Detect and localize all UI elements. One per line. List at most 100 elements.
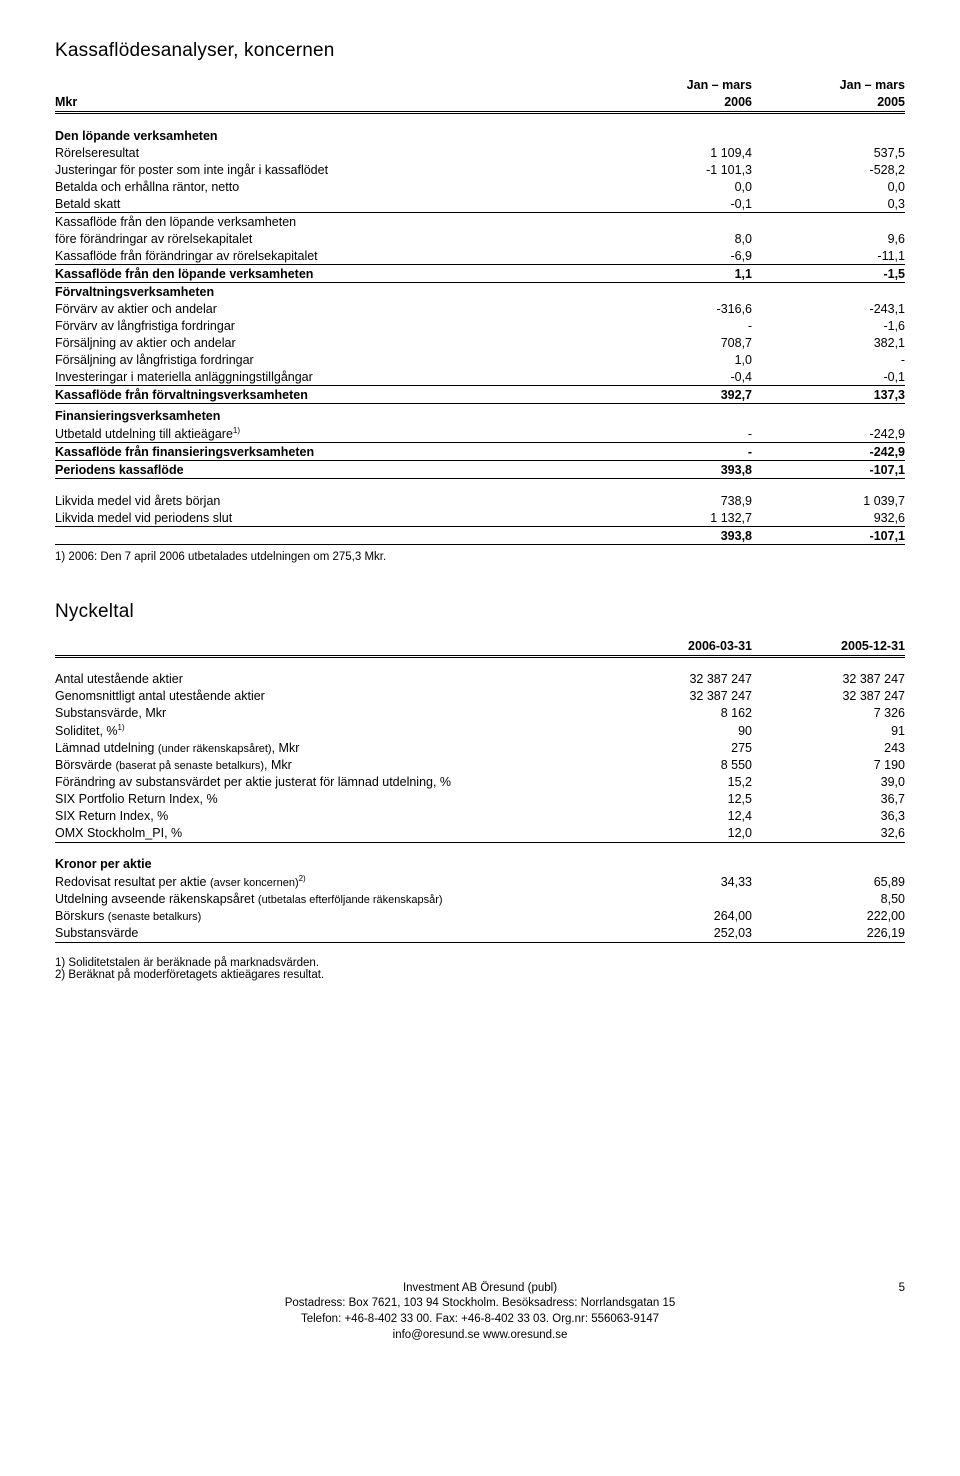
table-row: Substansvärde, Mkr8 1627 326 <box>55 705 905 722</box>
row-val: 537,5 <box>752 144 905 161</box>
table-row: Kassaflöde från den löpande verksamheten <box>55 213 905 231</box>
table-row: Genomsnittligt antal utestående aktier32… <box>55 688 905 705</box>
kr-sub-head: Kronor per aktie <box>55 856 599 873</box>
row-val: 90 <box>599 722 752 740</box>
row-label: Kassaflöde från finansieringsverksamhete… <box>55 443 599 461</box>
table-row: Likvida medel vid årets början738,91 039… <box>55 492 905 509</box>
row-val: 392,7 <box>599 386 752 404</box>
row-val: 243 <box>752 740 905 757</box>
row-val: 12,0 <box>599 825 752 843</box>
table-row: Kassaflöde från finansieringsverksamhete… <box>55 443 905 461</box>
row-val: 32 387 247 <box>752 688 905 705</box>
row-val: -6,9 <box>599 247 752 265</box>
row-val: 382,1 <box>752 334 905 351</box>
table-row: Börsvärde (baserat på senaste betalkurs)… <box>55 757 905 774</box>
col1-year: 2006 <box>599 94 752 113</box>
row-val: -0,1 <box>599 195 752 213</box>
row-val: 1,1 <box>599 265 752 283</box>
row-label: Likvida medel vid årets början <box>55 492 599 509</box>
row-val: 8,0 <box>599 230 752 247</box>
footer-line: Telefon: +46-8-402 33 00. Fax: +46-8-402… <box>55 1312 905 1328</box>
row-label: Försäljning av långfristiga fordringar <box>55 351 599 368</box>
keyratios-title: Nyckeltal <box>55 601 905 623</box>
row-label: Kassaflöde från den löpande verksamheten <box>55 265 599 283</box>
row-val: 708,7 <box>599 334 752 351</box>
row-label: Betalda och erhållna räntor, netto <box>55 178 599 195</box>
kr-col2: 2005-12-31 <box>752 637 905 656</box>
row-val: - <box>599 443 752 461</box>
row-label: Periodens kassaflöde <box>55 461 599 479</box>
row-label: Genomsnittligt antal utestående aktier <box>55 688 599 705</box>
row-label: Förändring av substansvärdet per aktie j… <box>55 774 599 791</box>
table-row: Kassaflöde från förvaltningsverksamheten… <box>55 386 905 404</box>
row-val: -11,1 <box>752 247 905 265</box>
table-row: Försäljning av långfristiga fordringar1,… <box>55 351 905 368</box>
col-mkr-label: Mkr <box>55 94 599 113</box>
table-row: före förändringar av rörelsekapitalet8,0… <box>55 230 905 247</box>
row-val: 393,8 <box>599 461 752 479</box>
row-val: 32 387 247 <box>599 688 752 705</box>
row-label: Redovisat resultat per aktie (avser konc… <box>55 873 599 891</box>
table-row: Förvärv av aktier och andelar-316,6-243,… <box>55 300 905 317</box>
row-val: 932,6 <box>752 509 905 527</box>
col2-year: 2005 <box>752 94 905 113</box>
col1-top: Jan – mars <box>599 76 752 94</box>
row-val: -1,6 <box>752 317 905 334</box>
keyratios-note2: 2) Beräknat på moderföretagets aktieägar… <box>55 969 905 981</box>
cashflow-title: Kassaflödesanalyser, koncernen <box>55 40 905 62</box>
table-row: Utdelning avseende räkenskapsåret (utbet… <box>55 891 905 908</box>
footer-line: info@oresund.se www.oresund.se <box>55 1328 905 1344</box>
row-label: Rörelseresultat <box>55 144 599 161</box>
row-val: 1,0 <box>599 351 752 368</box>
row-val: - <box>599 317 752 334</box>
row-label: Förvärv av långfristiga fordringar <box>55 317 599 334</box>
row-label: Likvida medel vid periodens slut <box>55 509 599 527</box>
row-val: -1 101,3 <box>599 161 752 178</box>
keyratios-table: 2006-03-31 2005-12-31 Antal utestående a… <box>55 637 905 943</box>
row-label: Kassaflöde från förändringar av rörelsek… <box>55 247 599 265</box>
row-val: -0,4 <box>599 368 752 386</box>
table-row: Förvärv av långfristiga fordringar--1,6 <box>55 317 905 334</box>
row-val: -107,1 <box>752 461 905 479</box>
row-val: -528,2 <box>752 161 905 178</box>
row-val <box>599 891 752 908</box>
row-val: -107,1 <box>752 527 905 545</box>
table-row: Försäljning av aktier och andelar708,738… <box>55 334 905 351</box>
row-label: Försäljning av aktier och andelar <box>55 334 599 351</box>
row-val: 8 550 <box>599 757 752 774</box>
table-row: OMX Stockholm_PI, %12,032,6 <box>55 825 905 843</box>
row-label: Lämnad utdelning (under räkenskapsåret),… <box>55 740 599 757</box>
row-val: 1 132,7 <box>599 509 752 527</box>
table-row: SIX Portfolio Return Index, %12,536,7 <box>55 791 905 808</box>
row-label: Börsvärde (baserat på senaste betalkurs)… <box>55 757 599 774</box>
row-label: Substansvärde, Mkr <box>55 705 599 722</box>
row-val: 65,89 <box>752 873 905 891</box>
page-number: 5 <box>899 1281 905 1297</box>
row-label: Börskurs (senaste betalkurs) <box>55 908 599 925</box>
row-val: 34,33 <box>599 873 752 891</box>
row-val: 15,2 <box>599 774 752 791</box>
row-label: Utdelning avseende räkenskapsåret (utbet… <box>55 891 599 908</box>
row-val: 12,5 <box>599 791 752 808</box>
row-val: 252,03 <box>599 925 752 943</box>
table-row: Börskurs (senaste betalkurs)264,00222,00 <box>55 908 905 925</box>
row-label: Kassaflöde från förvaltningsverksamheten <box>55 386 599 404</box>
row-val: 0,0 <box>752 178 905 195</box>
row-val: 32 387 247 <box>752 671 905 688</box>
table-row: Betald skatt-0,10,3 <box>55 195 905 213</box>
table-row: SIX Return Index, %12,436,3 <box>55 808 905 825</box>
row-val: 9,6 <box>752 230 905 247</box>
row-val: - <box>599 424 752 443</box>
row-val: 32,6 <box>752 825 905 843</box>
table-row: Substansvärde252,03226,19 <box>55 925 905 943</box>
col-mkr <box>55 76 599 94</box>
row-val: 8,50 <box>752 891 905 908</box>
row-label: Antal utestående aktier <box>55 671 599 688</box>
row-label: SIX Return Index, % <box>55 808 599 825</box>
row-val: 7 326 <box>752 705 905 722</box>
table-row: Justeringar för poster som inte ingår i … <box>55 161 905 178</box>
footer-line: Investment AB Öresund (publ) <box>55 1281 905 1297</box>
row-label: Kassaflöde från den löpande verksamheten <box>55 213 599 231</box>
page-footer: Investment AB Öresund (publ) Postadress:… <box>55 1281 905 1343</box>
row-val: 393,8 <box>599 527 752 545</box>
